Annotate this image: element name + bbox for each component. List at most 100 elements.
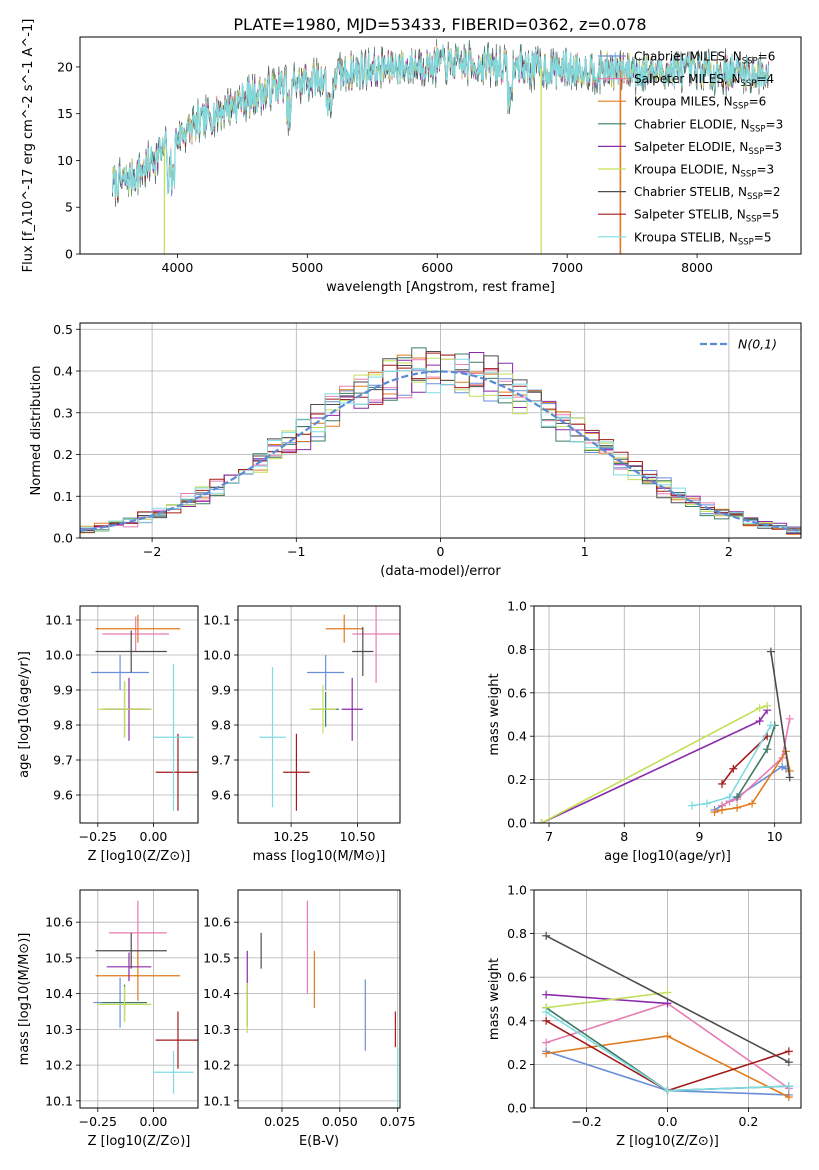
legend-entry: Chabrier STELIB, NSSP=2 (634, 185, 781, 202)
weight-series-chabrier-stelib (766, 647, 794, 782)
x-axis-label: Z [log10(Z/Z⊙)] (88, 849, 191, 864)
y-tick-label: 10 (57, 153, 73, 168)
axes-frame (533, 889, 802, 1109)
plot-area-age-vs-mass (259, 606, 400, 811)
legend: Chabrier MILES, NSSP=6 Salpeter MILES, NS… (598, 50, 783, 247)
weight-series-salpeter-elodie (542, 990, 672, 1008)
y-tick-label: 0.4 (53, 364, 73, 379)
y-tick-label: 9.8 (53, 718, 73, 733)
y-tick-label: 10.2 (203, 1058, 231, 1073)
y-tick-label: 0.4 (507, 729, 527, 744)
axes-frame (237, 889, 401, 1109)
weight-series-kroupa-stelib (687, 721, 775, 810)
legend-entry: Salpeter MILES, NSSP=4 (634, 72, 774, 89)
x-tick-label: 9 (695, 829, 703, 844)
legend-entry: Salpeter STELIB, NSSP=5 (634, 208, 779, 225)
y-tick-label: 10.5 (203, 950, 231, 965)
weight-line (541, 705, 768, 823)
plot-area-weight-vs-Z (542, 931, 793, 1102)
weight-series-kroupa-stelib (542, 1008, 793, 1095)
y-tick-label: 10.4 (203, 986, 231, 1001)
weight-line (691, 724, 772, 807)
errorbar-chabrier-miles (307, 655, 345, 690)
y-tick-label: 0.8 (507, 642, 527, 657)
x-tick-label: 5000 (291, 260, 323, 275)
weight-series-chabrier-elodie (733, 721, 779, 801)
axes-frame (533, 605, 802, 824)
y-tick-label: 15 (57, 106, 73, 121)
plot-area-weight-vs-age (537, 647, 794, 823)
x-tick-label: 7000 (551, 260, 583, 275)
errorbar-chabrier-stelib (95, 932, 167, 969)
y-tick-label: 10.2 (45, 1058, 73, 1073)
y-axis-label: Normed distribution (29, 366, 44, 496)
axes-frame (237, 605, 401, 824)
figure-title: PLATE=1980, MJD=53433, FIBERID=0362, z=0… (233, 15, 646, 34)
legend: N(0,1) (700, 337, 777, 352)
x-tick-label: 0.2 (738, 1114, 758, 1129)
y-tick-label: 9.9 (211, 683, 231, 698)
y-tick-label: 0 (65, 247, 73, 262)
y-tick-label: 0.0 (53, 531, 73, 546)
legend-entry: Kroupa MILES, NSSP=6 (634, 95, 766, 112)
x-tick-label: 7 (545, 829, 553, 844)
legend-entry: N(0,1) (738, 337, 777, 352)
x-tick-label: −2 (143, 544, 161, 559)
weight-series-kroupa-miles (542, 1032, 793, 1102)
plot-area-residuals (80, 347, 801, 535)
y-axis-label: mass weight (487, 958, 502, 1040)
weight-line (546, 991, 668, 1009)
axes-age-vs-mass: 10.25 10.50 9.6 9.7 9.8 9.9 10.0 10.1 mass [log1… (203, 605, 401, 864)
y-tick-label: 9.8 (211, 718, 231, 733)
axes-mass-vs-EBV: 0.025 0.050 0.075 10.1 10.2 10.3 10.4 10.5 10.6 E… (203, 889, 416, 1149)
errorbar-kroupa-stelib (153, 1050, 194, 1094)
axes-frame (79, 36, 802, 255)
y-tick-label: 10.0 (203, 648, 231, 663)
y-tick-label: 0.2 (507, 1057, 527, 1072)
errorbar-kroupa-elodie (309, 684, 337, 734)
y-tick-label: 0.1 (53, 489, 73, 504)
y-axis-label: mass [log10(M/M⊙)] (17, 933, 32, 1066)
y-tick-label: 0.2 (507, 772, 527, 787)
y-tick-label: 10.1 (203, 613, 231, 628)
errorbar-kroupa-stelib (259, 667, 286, 808)
y-axis-label: Flux [f_λ10^-17 erg cm^-2 s^-1 A^-1] (21, 19, 36, 273)
errorbar-chabrier-miles (91, 655, 150, 690)
x-axis-label: Z [log10(Z/Z⊙)] (616, 1134, 719, 1149)
errorbar-salpeter-stelib (155, 733, 198, 811)
x-tick-label: −0.25 (79, 1114, 117, 1129)
x-tick-label: 0.00 (140, 1114, 168, 1129)
y-tick-label: 1.0 (507, 599, 527, 614)
x-tick-label: 10.50 (340, 829, 376, 844)
axes-frame (79, 322, 802, 539)
plot-area-mass-vs-EBV (246, 900, 399, 1108)
y-tick-label: 0.8 (507, 926, 527, 941)
axes-age-vs-Z: −0.25 0.00 9.6 9.7 9.8 9.9 10.0 10.1 Z [log10(Z/… (17, 605, 199, 864)
x-tick-label: 0.0 (658, 1114, 678, 1129)
legend-entry: Kroupa STELIB, NSSP=5 (634, 230, 772, 247)
y-tick-label: 0.0 (507, 1101, 527, 1116)
y-tick-label: 1.0 (507, 883, 527, 898)
axes-frame (79, 889, 199, 1109)
y-tick-label: 10.6 (45, 915, 73, 930)
histogram-chabrier-stelib (80, 351, 801, 534)
weight-series-kroupa-elodie (537, 701, 772, 823)
errorbar-kroupa-stelib (153, 663, 194, 811)
errorbar-kroupa-elodie (97, 986, 152, 1023)
x-tick-label: 0.025 (264, 1114, 300, 1129)
x-axis-label: age [log10(age/yr)] (604, 849, 731, 864)
y-tick-label: 5 (65, 200, 73, 215)
y-tick-label: 10.3 (45, 1022, 73, 1037)
errorbar-chabrier-stelib (95, 630, 167, 673)
axes-spectrum: 4000 5000 6000 7000 8000 0 5 10 15 20 wavelength [… (21, 19, 802, 295)
legend-entry: Kroupa ELODIE, NSSP=3 (634, 163, 774, 180)
x-axis-label: (data-model)/error (380, 564, 501, 579)
x-tick-label: 0.075 (380, 1114, 416, 1129)
y-axis-label: age [log10(age/yr)] (17, 651, 32, 778)
x-tick-label: 10 (767, 829, 783, 844)
y-tick-label: 9.6 (53, 788, 73, 803)
y-tick-label: 9.6 (211, 788, 231, 803)
x-tick-label: −1 (287, 544, 305, 559)
x-axis-label: wavelength [Angstrom, rest frame] (326, 280, 555, 295)
errorbar-salpeter-stelib (283, 733, 310, 811)
